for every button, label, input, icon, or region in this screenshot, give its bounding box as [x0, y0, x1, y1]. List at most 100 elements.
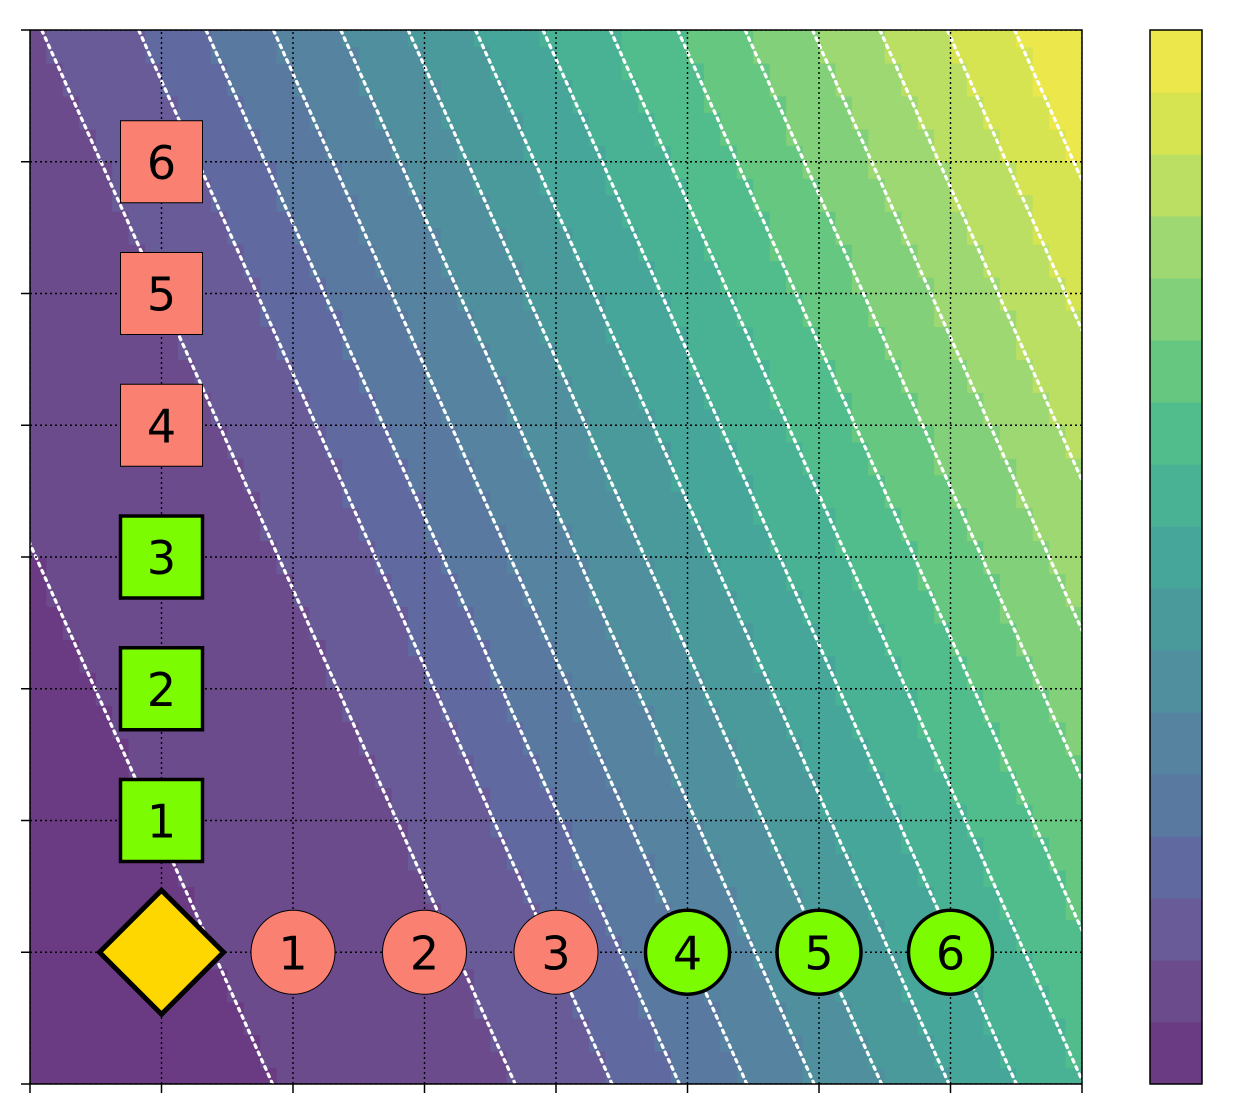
contour-cell — [539, 293, 557, 311]
contour-cell — [227, 359, 245, 377]
contour-cell — [243, 507, 261, 525]
contour-cell — [1032, 721, 1050, 739]
contour-cell — [227, 211, 245, 229]
contour-cell — [934, 194, 952, 212]
contour-cell — [1049, 968, 1067, 986]
contour-cell — [1049, 639, 1067, 657]
contour-cell — [523, 326, 541, 344]
contour-cell — [621, 408, 639, 426]
contour-cell — [638, 425, 656, 443]
contour-cell — [243, 375, 261, 393]
contour-cell — [325, 227, 343, 245]
contour-cell — [851, 540, 869, 558]
contour-cell — [210, 95, 228, 113]
circle-marker — [775, 908, 863, 996]
contour-cell — [408, 804, 426, 822]
contour-cell — [1016, 161, 1034, 179]
contour-cell — [342, 804, 360, 822]
contour-cell — [556, 1001, 574, 1019]
contour-cell — [950, 293, 968, 311]
contour-cell — [769, 606, 787, 624]
contour-cell — [276, 277, 294, 295]
contour-cell — [769, 194, 787, 212]
contour-cell — [999, 524, 1017, 542]
contour-cell — [457, 474, 475, 492]
colorbar-segment — [1150, 340, 1202, 403]
contour-cell — [966, 194, 984, 212]
contour-cell — [539, 754, 557, 772]
contour-cell — [950, 606, 968, 624]
contour-cell — [210, 524, 228, 542]
contour-cell — [62, 655, 80, 673]
contour-cell — [375, 639, 393, 657]
contour-cell — [605, 145, 623, 163]
contour-cell — [983, 1051, 1001, 1069]
contour-cell — [424, 853, 442, 871]
contour-cell — [161, 1067, 179, 1084]
contour-cell — [79, 425, 97, 443]
contour-cell — [1065, 1067, 1082, 1084]
contour-cell — [786, 622, 804, 640]
contour-cell — [753, 787, 771, 805]
contour-cell — [999, 738, 1017, 756]
contour-cell — [556, 738, 574, 756]
contour-cell — [358, 211, 376, 229]
contour-cell — [901, 474, 919, 492]
contour-cell — [605, 309, 623, 328]
contour-cell — [556, 309, 574, 328]
contour-cell — [260, 1001, 278, 1019]
contour-cell — [440, 309, 458, 328]
contour-cell — [1032, 935, 1050, 953]
contour-cell — [473, 952, 491, 970]
contour-cell — [654, 507, 672, 525]
contour-cell — [638, 886, 656, 904]
contour-cell — [62, 639, 80, 657]
contour-cell — [391, 622, 409, 640]
contour-cell — [457, 738, 475, 756]
contour-cell — [753, 902, 771, 920]
contour-cell — [62, 985, 80, 1003]
contour-cell — [802, 293, 820, 311]
contour-cell — [210, 326, 228, 344]
contour-cell — [868, 902, 886, 920]
contour-cell — [868, 738, 886, 756]
contour-cell — [901, 128, 919, 146]
contour-cell — [227, 1018, 245, 1036]
contour-cell — [260, 277, 278, 295]
contour-cell — [46, 277, 64, 295]
contour-cell — [227, 194, 245, 212]
contour-cell — [30, 919, 48, 937]
contour-cell — [802, 721, 820, 739]
contour-cell — [375, 408, 393, 426]
contour-cell — [177, 62, 195, 81]
contour-cell — [671, 211, 689, 229]
contour-cell — [46, 771, 64, 789]
contour-cell — [391, 79, 409, 97]
contour-cell — [457, 392, 475, 410]
contour-cell — [46, 820, 64, 838]
contour-cell — [506, 1034, 524, 1052]
contour-cell — [523, 507, 541, 525]
contour-cell — [1032, 1051, 1050, 1069]
contour-cell — [950, 540, 968, 558]
contour-cell — [736, 1067, 754, 1084]
contour-cell — [950, 145, 968, 163]
contour-cell — [901, 326, 919, 344]
contour-cell — [851, 853, 869, 871]
contour-cell — [687, 474, 705, 492]
contour-cell — [753, 804, 771, 822]
contour-cell — [112, 902, 130, 920]
contour-cell — [309, 392, 327, 410]
contour-cell — [769, 293, 787, 311]
contour-cell — [309, 639, 327, 657]
contour-cell — [539, 1067, 557, 1084]
contour-cell — [671, 738, 689, 756]
contour-cell — [736, 458, 754, 476]
contour-cell — [671, 886, 689, 904]
contour-cell — [753, 869, 771, 887]
contour-cell — [556, 178, 574, 196]
contour-cell — [490, 705, 508, 723]
contour-cell — [1032, 507, 1050, 525]
contour-cell — [194, 1051, 212, 1069]
contour-cell — [506, 771, 524, 789]
